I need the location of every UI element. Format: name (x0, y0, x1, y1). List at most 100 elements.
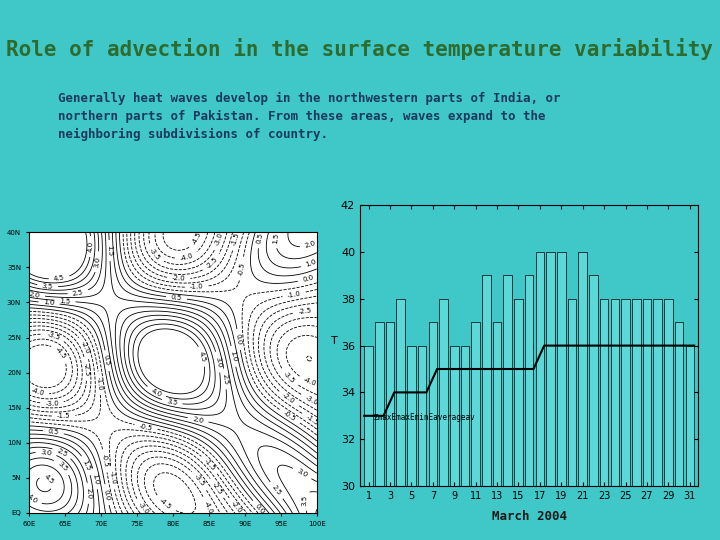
Bar (472, 322, 480, 540)
Text: 2.0: 2.0 (192, 416, 204, 424)
Text: -4.0: -4.0 (30, 388, 45, 397)
Text: -3.0: -3.0 (45, 400, 59, 407)
Bar (450, 346, 459, 540)
Bar (407, 346, 415, 540)
Text: 0.0: 0.0 (302, 274, 315, 284)
Text: Role of advection in the surface temperature variability: Role of advection in the surface tempera… (6, 38, 714, 60)
Text: 1.5: 1.5 (272, 232, 279, 244)
Text: -1.0: -1.0 (287, 290, 302, 299)
Text: -0.5: -0.5 (282, 410, 297, 422)
Text: 1.0: 1.0 (305, 259, 318, 268)
Text: -1.5: -1.5 (305, 414, 320, 426)
Text: 0.5: 0.5 (256, 232, 264, 244)
Text: 3.5: 3.5 (302, 495, 308, 506)
Bar (536, 252, 544, 540)
Text: 0.0: 0.0 (254, 503, 266, 515)
Bar (461, 346, 469, 540)
Text: 1.5: 1.5 (107, 245, 113, 256)
Bar (503, 275, 512, 540)
Text: 2.5: 2.5 (56, 447, 68, 458)
Text: -3.0: -3.0 (137, 502, 150, 516)
Bar (557, 252, 566, 540)
Text: -1.5: -1.5 (57, 413, 71, 420)
Text: -0.5: -0.5 (139, 423, 153, 431)
Text: -2.5: -2.5 (83, 362, 90, 376)
Text: 3.5: 3.5 (56, 461, 68, 472)
Text: 4.5: 4.5 (43, 473, 55, 485)
Bar (492, 322, 501, 540)
Text: -4.0: -4.0 (202, 500, 214, 515)
Text: 3.0: 3.0 (40, 449, 52, 456)
Text: 4.5: 4.5 (53, 275, 65, 282)
Text: -2.0: -2.0 (171, 275, 186, 282)
Bar (589, 275, 598, 540)
Bar (364, 346, 373, 540)
Bar (546, 252, 555, 540)
Text: 4.0: 4.0 (150, 387, 163, 397)
Text: 0.5: 0.5 (171, 294, 182, 301)
Text: -4.5: -4.5 (158, 497, 172, 510)
Bar (439, 299, 448, 540)
Text: 3.5: 3.5 (166, 398, 178, 407)
Bar (482, 275, 490, 540)
Bar (514, 299, 523, 540)
Text: 2.0: 2.0 (85, 488, 92, 499)
Text: 2.0: 2.0 (29, 291, 40, 299)
Bar (428, 322, 437, 540)
Text: -1.0: -1.0 (96, 376, 103, 390)
Text: -3.5: -3.5 (193, 474, 206, 488)
Bar (611, 299, 619, 540)
Text: 2.0: 2.0 (304, 240, 317, 249)
Bar (675, 322, 683, 540)
Text: -2.5: -2.5 (298, 307, 312, 315)
Text: 0.0: 0.0 (235, 333, 243, 346)
Bar (600, 299, 608, 540)
Text: 4.0: 4.0 (88, 241, 94, 252)
Text: -3.0: -3.0 (304, 394, 319, 406)
Bar (621, 299, 630, 540)
Text: 3.0: 3.0 (296, 468, 309, 479)
Y-axis label: T: T (330, 335, 337, 346)
Text: 1.5: 1.5 (59, 298, 71, 305)
Bar (397, 299, 405, 540)
Text: -2.5: -2.5 (211, 481, 223, 495)
Text: March 2004: March 2004 (492, 510, 567, 523)
Text: -1.0: -1.0 (189, 284, 204, 291)
Text: -2.5: -2.5 (205, 256, 219, 270)
Text: -0.5: -0.5 (101, 454, 109, 468)
Text: -1.0: -1.0 (108, 470, 117, 485)
Text: -3.5: -3.5 (148, 247, 161, 261)
Bar (685, 346, 694, 540)
Text: 1.0: 1.0 (229, 350, 238, 362)
Text: -4.0: -4.0 (302, 376, 318, 387)
Text: 1.0: 1.0 (43, 300, 55, 307)
Bar (525, 275, 534, 540)
Text: 4.0: 4.0 (26, 493, 38, 505)
Text: -2.0: -2.0 (230, 500, 243, 515)
Text: -4.0: -4.0 (179, 252, 194, 262)
Text: 2.5: 2.5 (271, 484, 282, 497)
Text: -4.5: -4.5 (54, 346, 67, 360)
Text: -2.0: -2.0 (79, 340, 91, 355)
Text: -1.5: -1.5 (231, 232, 241, 247)
Bar (632, 299, 641, 540)
Text: 0.5: 0.5 (48, 428, 59, 436)
Text: -3.5: -3.5 (282, 370, 296, 384)
Text: -1.5: -1.5 (203, 457, 217, 472)
Text: 1.5: 1.5 (81, 459, 91, 471)
Text: 4.5: 4.5 (198, 350, 207, 362)
Text: -0.5: -0.5 (238, 262, 246, 276)
Text: 0.5: 0.5 (103, 355, 111, 367)
Bar (386, 322, 395, 540)
Text: ΣmaxEmaxEminEaverageav: ΣmaxEmaxEminEaverageav (374, 414, 476, 422)
Bar (375, 322, 384, 540)
Text: -4.5: -4.5 (191, 231, 202, 246)
Bar (418, 346, 426, 540)
Text: 3.5: 3.5 (42, 283, 53, 290)
Bar (664, 299, 672, 540)
Text: -3.5: -3.5 (46, 331, 60, 341)
Bar (643, 299, 652, 540)
Text: 3.0: 3.0 (94, 256, 102, 268)
Text: -2.0: -2.0 (281, 392, 296, 405)
Text: 0.0: 0.0 (103, 489, 111, 501)
